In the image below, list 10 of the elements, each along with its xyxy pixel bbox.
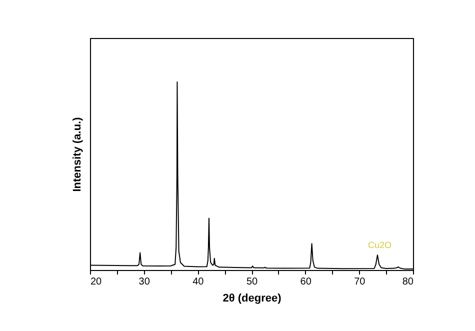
annotation: Cu2O xyxy=(368,240,392,250)
x-axis-title: 2θ (degree) xyxy=(222,292,282,304)
x-tick-label: 40 xyxy=(192,276,204,288)
x-tick-label: 60 xyxy=(300,276,312,288)
x-tick-label: 20 xyxy=(90,276,102,288)
x-tick-label: 80 xyxy=(402,276,414,288)
x-tick-label: 30 xyxy=(138,276,150,288)
x-tick-label: 70 xyxy=(354,276,366,288)
y-axis-title: Intensity (a.u.) xyxy=(72,116,84,192)
x-tick-label: 50 xyxy=(246,276,258,288)
